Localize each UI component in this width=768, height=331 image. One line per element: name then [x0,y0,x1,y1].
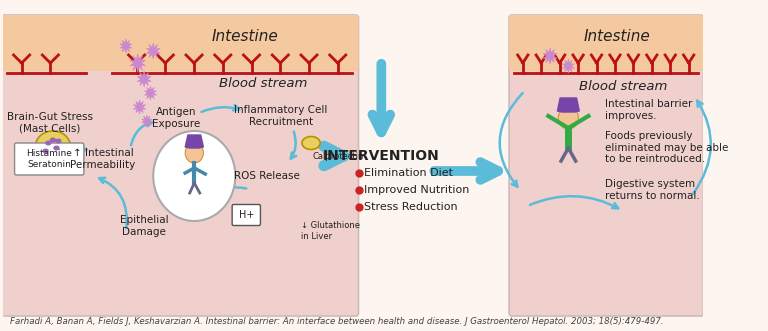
FancyBboxPatch shape [509,15,703,71]
Text: Foods previously
eliminated may be able
to be reintroduced.: Foods previously eliminated may be able … [605,131,728,164]
FancyBboxPatch shape [2,15,359,71]
Text: Intestinal barrier
improves.: Intestinal barrier improves. [605,99,692,120]
FancyBboxPatch shape [232,205,260,225]
Text: Epithelial
Damage: Epithelial Damage [120,215,168,237]
FancyBboxPatch shape [509,15,703,316]
Text: ↓ Glutathione
in Liver: ↓ Glutathione in Liver [301,221,360,241]
Polygon shape [130,54,145,72]
Ellipse shape [35,131,70,161]
Text: INTERVENTION: INTERVENTION [323,149,440,163]
Text: Inflammatory Cell
Recruitment: Inflammatory Cell Recruitment [234,105,328,127]
Text: ↑ Intestinal
Permeability: ↑ Intestinal Permeability [71,148,136,170]
Text: Intestine: Intestine [584,28,650,43]
Polygon shape [146,43,161,59]
FancyBboxPatch shape [15,143,84,175]
Bar [514,48,699,68]
Text: Intestine: Intestine [211,28,278,43]
Ellipse shape [55,138,61,144]
Ellipse shape [50,137,56,143]
Polygon shape [558,98,579,112]
Text: Blood stream: Blood stream [579,79,667,92]
Polygon shape [141,115,152,127]
Polygon shape [120,39,132,53]
Circle shape [185,143,204,163]
Text: Improved Nutrition: Improved Nutrition [364,185,469,195]
Text: Calprotectin: Calprotectin [313,152,364,161]
Polygon shape [144,86,157,100]
Ellipse shape [53,146,60,151]
Text: Brain-Gut Stress
(Mast Cells): Brain-Gut Stress (Mast Cells) [7,112,93,134]
Text: Stress Reduction: Stress Reduction [364,202,458,212]
Ellipse shape [42,149,49,154]
Circle shape [558,107,578,129]
Text: Antigen
Exposure: Antigen Exposure [152,107,200,129]
Text: Farhadi A, Banan A, Fields J, Keshavarzian A. Intestinal barrier: An interface b: Farhadi A, Banan A, Fields J, Keshavarzi… [10,317,664,326]
Polygon shape [185,135,204,148]
Circle shape [154,131,235,221]
FancyBboxPatch shape [2,15,359,316]
Polygon shape [543,48,557,64]
Text: Histamine
Seratonin: Histamine Seratonin [26,149,72,169]
Text: Elimination Diet: Elimination Diet [364,168,453,178]
Text: H+: H+ [239,210,254,220]
Ellipse shape [302,136,320,150]
Ellipse shape [45,140,51,146]
Polygon shape [134,100,146,114]
Bar [7,48,354,68]
Polygon shape [562,59,574,73]
Text: ROS Release: ROS Release [234,171,300,181]
Text: Blood stream: Blood stream [219,76,307,89]
Polygon shape [137,71,151,87]
Text: Digestive system
returns to normal.: Digestive system returns to normal. [605,179,700,201]
